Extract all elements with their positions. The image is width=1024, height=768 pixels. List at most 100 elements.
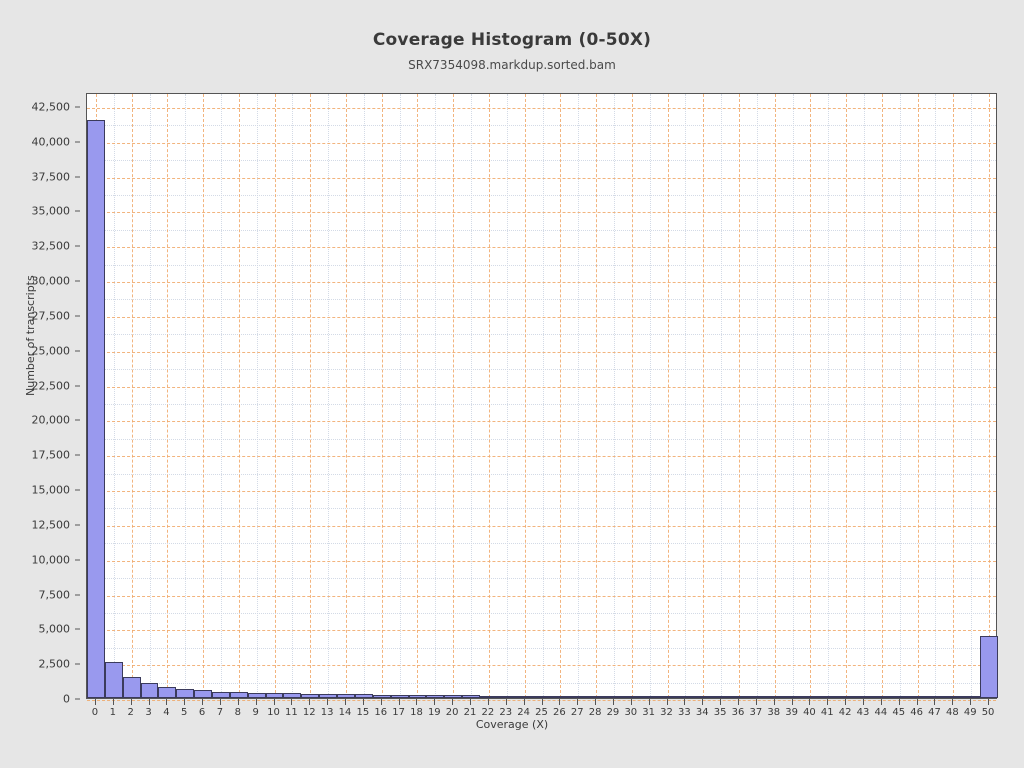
x-tick-mark (952, 699, 954, 705)
x-tick-label: 25 (535, 707, 548, 718)
y-tick-mark (75, 454, 80, 456)
histogram-bar (801, 696, 820, 698)
histogram-bar (229, 692, 248, 698)
x-tick-label: 10 (267, 707, 280, 718)
y-tick-label: 32,500 (31, 239, 71, 253)
x-tick-mark (737, 699, 739, 705)
y-axis-tick-labels: 0 2,500 5,000 7,500 10,000 12,500 15,000 17,500… (0, 93, 80, 706)
x-tick-mark (970, 699, 972, 705)
x-tick-label: 49 (963, 707, 977, 718)
histogram-bar (640, 696, 659, 698)
histogram-bar (747, 696, 766, 698)
x-tick-mark (934, 699, 936, 705)
x-tick-mark (291, 699, 293, 705)
y-tick-mark (75, 210, 80, 212)
y-tick-label: 0 (63, 692, 70, 706)
y-tick-label: 35,000 (31, 204, 71, 218)
histogram-bar (569, 696, 588, 698)
x-tick-label: 12 (302, 707, 316, 718)
x-tick-label: 30 (624, 707, 638, 718)
x-tick-label: 28 (588, 707, 602, 718)
x-tick-mark (202, 699, 204, 705)
x-tick-mark (309, 699, 311, 705)
y-tick-label: 37,500 (31, 170, 71, 184)
chart-title: Coverage Histogram (0-50X) (372, 30, 652, 50)
histogram-bar (622, 696, 641, 698)
x-tick-mark (452, 699, 454, 705)
x-tick-mark (362, 699, 364, 705)
x-tick-label: 20 (445, 707, 459, 718)
x-tick-label: 41 (820, 707, 834, 718)
y-tick-mark (75, 698, 80, 700)
histogram-bar (712, 696, 731, 698)
histogram-bar (730, 696, 748, 698)
x-tick-mark (523, 699, 525, 705)
x-tick-mark (720, 699, 722, 705)
y-tick-mark (75, 176, 80, 178)
histogram-bar (122, 677, 141, 698)
x-axis-title: Coverage (X) (475, 718, 549, 731)
x-tick-label: 38 (767, 707, 781, 718)
x-tick-mark (702, 699, 704, 705)
bar-series (87, 94, 998, 698)
y-tick-label: 5,000 (38, 622, 71, 636)
histogram-bar (194, 690, 213, 698)
x-tick-mark (273, 699, 275, 705)
histogram-bar (390, 694, 409, 698)
x-tick-mark (130, 699, 132, 705)
x-tick-mark (470, 699, 472, 705)
histogram-bar (515, 696, 534, 698)
histogram-bar (319, 694, 338, 698)
histogram-bar (694, 696, 713, 698)
x-tick-mark (345, 699, 346, 705)
y-tick-label: 17,500 (31, 448, 71, 462)
histogram-bar (176, 688, 195, 698)
x-tick-label: 21 (463, 707, 477, 718)
y-tick-mark (75, 106, 80, 108)
x-tick-label: 46 (910, 707, 923, 718)
y-tick-label: 22,500 (31, 379, 71, 393)
histogram-bar (783, 696, 802, 698)
y-tick-label: 15,000 (31, 483, 71, 497)
histogram-bar (479, 695, 498, 698)
y-tick-mark (75, 280, 80, 282)
x-tick-label: 18 (410, 707, 423, 718)
x-tick-label: 2 (127, 707, 134, 718)
y-tick-label: 20,000 (31, 413, 71, 427)
x-tick-mark (559, 699, 561, 705)
y-tick-mark (75, 559, 80, 561)
x-tick-label: 48 (945, 707, 959, 718)
histogram-bar (265, 693, 284, 698)
x-tick-mark (916, 699, 918, 705)
x-tick-label: 3 (145, 707, 152, 718)
y-tick-label: 12,500 (31, 518, 71, 532)
x-tick-mark (166, 699, 168, 705)
x-tick-label: 4 (163, 707, 170, 718)
plot-area (86, 93, 998, 701)
histogram-bar (354, 694, 373, 698)
x-tick-mark (94, 699, 96, 705)
x-tick-mark (327, 699, 329, 705)
y-tick-mark (75, 663, 80, 665)
x-tick-label: 50 (981, 707, 995, 718)
histogram-bar (551, 696, 570, 698)
x-tick-label: 37 (749, 707, 763, 718)
histogram-bar (444, 694, 463, 698)
x-tick-mark (219, 699, 221, 705)
y-tick-label: 30,000 (31, 274, 71, 288)
x-tick-mark (255, 699, 257, 705)
x-tick-mark (595, 699, 597, 705)
histogram-bar (337, 694, 355, 698)
x-tick-mark (398, 699, 400, 705)
x-tick-mark (648, 699, 650, 705)
x-tick-label: 1 (109, 707, 116, 718)
x-tick-mark (541, 699, 543, 705)
histogram-bar (765, 696, 784, 698)
y-tick-label: 42,500 (31, 100, 71, 114)
x-tick-mark (809, 699, 811, 705)
x-tick-label: 0 (91, 707, 99, 718)
x-tick-label: 23 (499, 707, 513, 718)
x-tick-label: 16 (374, 707, 388, 718)
histogram-bar (212, 691, 230, 698)
